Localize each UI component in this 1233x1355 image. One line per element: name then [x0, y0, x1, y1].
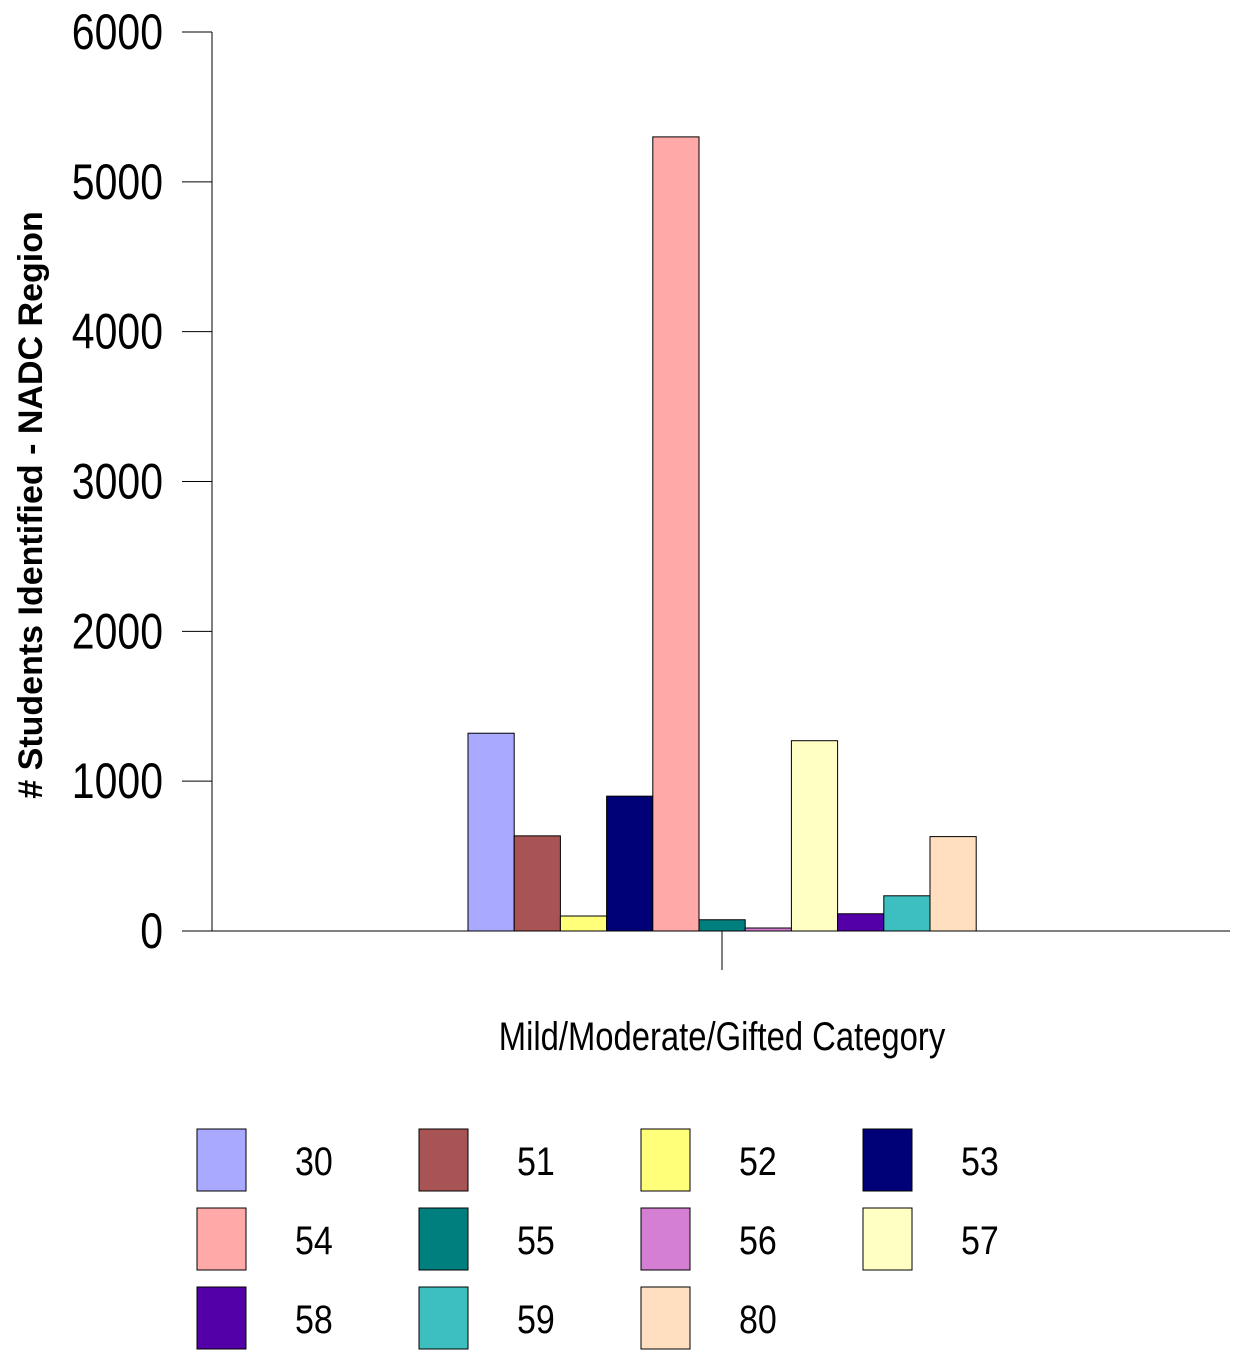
- legend-swatch-54: [197, 1208, 246, 1270]
- bar-series-59: [884, 896, 930, 931]
- legend-label-58: 58: [295, 1296, 333, 1341]
- legend-swatch-55: [419, 1208, 468, 1270]
- legend-swatch-51: [419, 1129, 468, 1191]
- bar-series-54: [653, 137, 699, 931]
- legend-label-30: 30: [295, 1138, 333, 1183]
- legend-label-52: 52: [739, 1138, 777, 1183]
- legend-swatch-57: [863, 1208, 912, 1270]
- y-tick-label: 5000: [72, 154, 163, 210]
- bars-layer: [468, 137, 976, 931]
- y-tick-label: 1000: [72, 753, 163, 809]
- legend-swatch-58: [197, 1287, 246, 1349]
- y-ticks-layer: 0 1000 2000 3000 4000 5000 6000: [72, 4, 212, 959]
- legend-label-54: 54: [295, 1217, 333, 1262]
- bar-series-57: [791, 741, 837, 931]
- y-tick-label: 6000: [72, 4, 163, 60]
- bar-series-55: [699, 920, 745, 931]
- legend-swatch-30: [197, 1129, 246, 1191]
- axes-layer: [212, 32, 1230, 970]
- legend-swatch-53: [863, 1129, 912, 1191]
- bar-series-80: [930, 837, 976, 931]
- legend-label-51: 51: [517, 1138, 555, 1183]
- bar-series-58: [838, 914, 884, 931]
- legend-label-59: 59: [517, 1296, 555, 1341]
- y-tick-label: 4000: [72, 304, 163, 360]
- x-axis-label: Mild/Moderate/Gifted Category: [499, 1014, 946, 1059]
- legend-swatch-59: [419, 1287, 468, 1349]
- legend-label-57: 57: [961, 1217, 999, 1262]
- bar-series-30: [468, 733, 514, 931]
- legend-label-56: 56: [739, 1217, 777, 1262]
- y-axis-label: # Students Identified - NADC Region: [12, 211, 50, 798]
- y-tick-label: 2000: [72, 603, 163, 659]
- legend-swatch-80: [641, 1287, 690, 1349]
- legend: 30 51 52 53 54 55 56 57 58 59 80: [197, 1129, 999, 1349]
- y-tick-label: 3000: [72, 454, 163, 510]
- bar-series-52: [560, 916, 606, 931]
- legend-label-55: 55: [517, 1217, 555, 1262]
- legend-label-53: 53: [961, 1138, 999, 1183]
- y-tick-label: 0: [140, 903, 163, 959]
- bar-series-53: [607, 796, 653, 931]
- legend-swatch-52: [641, 1129, 690, 1191]
- legend-label-80: 80: [739, 1296, 777, 1341]
- legend-swatch-56: [641, 1208, 690, 1270]
- bar-series-51: [514, 836, 560, 931]
